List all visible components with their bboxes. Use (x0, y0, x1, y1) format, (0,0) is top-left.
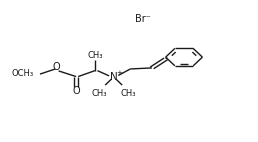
Text: Br⁻: Br⁻ (135, 14, 151, 24)
Text: O: O (72, 85, 80, 96)
Text: N: N (110, 72, 118, 82)
Text: O: O (52, 62, 60, 72)
Text: CH₃: CH₃ (120, 89, 136, 98)
Text: +: + (116, 70, 122, 76)
Text: OCH₃: OCH₃ (12, 69, 34, 78)
Text: CH₃: CH₃ (92, 89, 107, 98)
Text: CH₃: CH₃ (88, 51, 103, 60)
